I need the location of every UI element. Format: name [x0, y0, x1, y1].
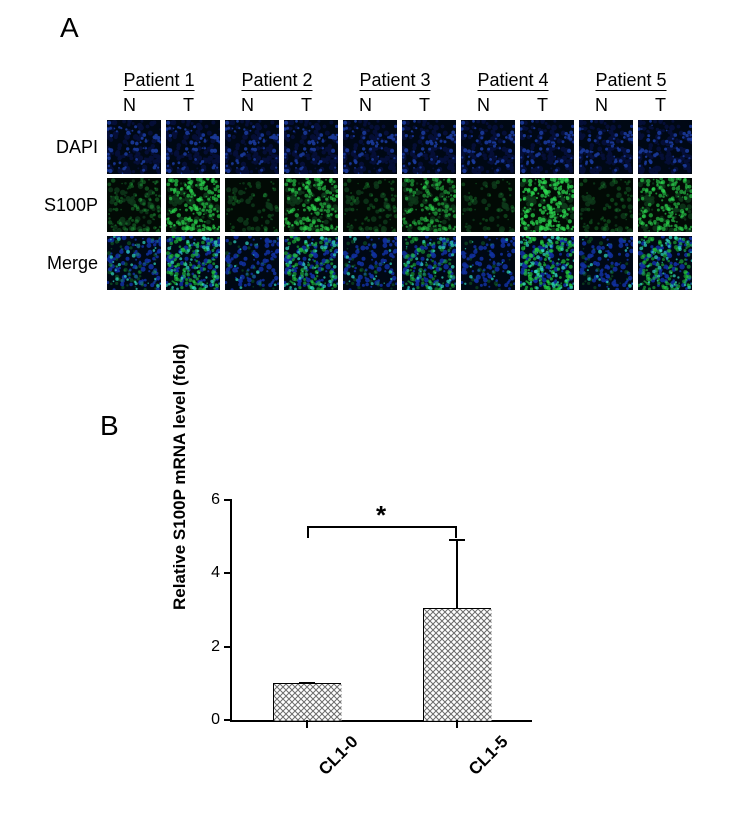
- patient-label: Patient 1: [115, 70, 202, 93]
- condition-label: N: [100, 95, 159, 116]
- bar: [273, 683, 341, 720]
- x-tick-label: CL1-0: [315, 732, 363, 780]
- y-tick: [224, 646, 232, 648]
- patient-label: Patient 2: [233, 70, 320, 93]
- figure-root: A Patient 1Patient 2Patient 3Patient 4Pa…: [0, 0, 737, 833]
- y-tick-label: 6: [190, 491, 220, 509]
- micrograph-tile: [166, 120, 220, 174]
- x-tick-label: CL1-5: [465, 732, 513, 780]
- grid-row: S100P: [30, 178, 720, 232]
- error-cap: [299, 682, 315, 684]
- y-tick: [224, 719, 232, 721]
- significance-star: *: [376, 500, 386, 531]
- grid-row: DAPI: [30, 120, 720, 174]
- patient-header: Patient 5: [572, 70, 690, 93]
- chart-area: *: [230, 500, 532, 722]
- micrograph-tile: [166, 236, 220, 290]
- micrograph-tile: [166, 178, 220, 232]
- micrograph-tile: [461, 236, 515, 290]
- micrograph-tile: [579, 120, 633, 174]
- micrograph-tile: [107, 120, 161, 174]
- micrograph-tile: [284, 120, 338, 174]
- patient-label: Patient 5: [587, 70, 674, 93]
- condition-label: T: [395, 95, 454, 116]
- bracket-drop: [455, 528, 457, 538]
- micrograph-tile: [461, 178, 515, 232]
- row-label: DAPI: [30, 137, 104, 158]
- error-cap: [449, 539, 465, 541]
- condition-label: N: [336, 95, 395, 116]
- micrograph-tile: [107, 236, 161, 290]
- y-axis-title: Relative S100P mRNA level (fold): [170, 344, 190, 610]
- condition-label: T: [631, 95, 690, 116]
- bracket-drop: [307, 528, 309, 538]
- micrograph-tile: [579, 178, 633, 232]
- condition-label: T: [159, 95, 218, 116]
- micrograph-tile: [520, 236, 574, 290]
- panel-letter-b: B: [100, 410, 119, 442]
- x-tick: [456, 720, 458, 728]
- micrograph-tile: [107, 178, 161, 232]
- micrograph-tile: [520, 178, 574, 232]
- row-label: S100P: [30, 195, 104, 216]
- grid-row: Merge: [30, 236, 720, 290]
- micrograph-tile: [284, 236, 338, 290]
- patient-header: Patient 2: [218, 70, 336, 93]
- micrograph-tile: [461, 120, 515, 174]
- row-label: Merge: [30, 253, 104, 274]
- micrograph-tile: [520, 120, 574, 174]
- panel-b: Relative S100P mRNA level (fold) * 0246C…: [150, 470, 590, 810]
- panel-a: Patient 1 Patient 2 Patient 3 Patient 4 Pati…: [30, 70, 720, 294]
- bar: [423, 608, 491, 720]
- x-tick: [306, 720, 308, 728]
- condition-label: T: [277, 95, 336, 116]
- image-grid: DAPI S100P Merge: [30, 120, 720, 290]
- patient-header: Patient 1: [100, 70, 218, 93]
- y-tick-label: 0: [190, 711, 220, 729]
- y-tick-label: 4: [190, 564, 220, 582]
- micrograph-tile: [579, 236, 633, 290]
- micrograph-tile: [402, 120, 456, 174]
- micrograph-tile: [402, 178, 456, 232]
- micrograph-tile: [343, 236, 397, 290]
- micrograph-tile: [225, 236, 279, 290]
- panel-letter-a: A: [60, 12, 79, 44]
- y-tick-label: 2: [190, 638, 220, 656]
- micrograph-tile: [402, 236, 456, 290]
- nt-header-row: NTNTNTNTNT: [100, 95, 720, 116]
- micrograph-tile: [638, 236, 692, 290]
- micrograph-tile: [638, 178, 692, 232]
- patient-header-row: Patient 1 Patient 2 Patient 3 Patient 4 Pati…: [100, 70, 720, 93]
- micrograph-tile: [225, 178, 279, 232]
- condition-label: N: [218, 95, 277, 116]
- patient-header: Patient 3: [336, 70, 454, 93]
- error-bar: [456, 539, 458, 609]
- y-tick: [224, 499, 232, 501]
- micrograph-tile: [638, 120, 692, 174]
- patient-label: Patient 3: [351, 70, 438, 93]
- condition-label: N: [454, 95, 513, 116]
- patient-label: Patient 4: [469, 70, 556, 93]
- patient-header: Patient 4: [454, 70, 572, 93]
- micrograph-tile: [343, 120, 397, 174]
- condition-label: T: [513, 95, 572, 116]
- micrograph-tile: [225, 120, 279, 174]
- condition-label: N: [572, 95, 631, 116]
- y-tick: [224, 572, 232, 574]
- micrograph-tile: [284, 178, 338, 232]
- micrograph-tile: [343, 178, 397, 232]
